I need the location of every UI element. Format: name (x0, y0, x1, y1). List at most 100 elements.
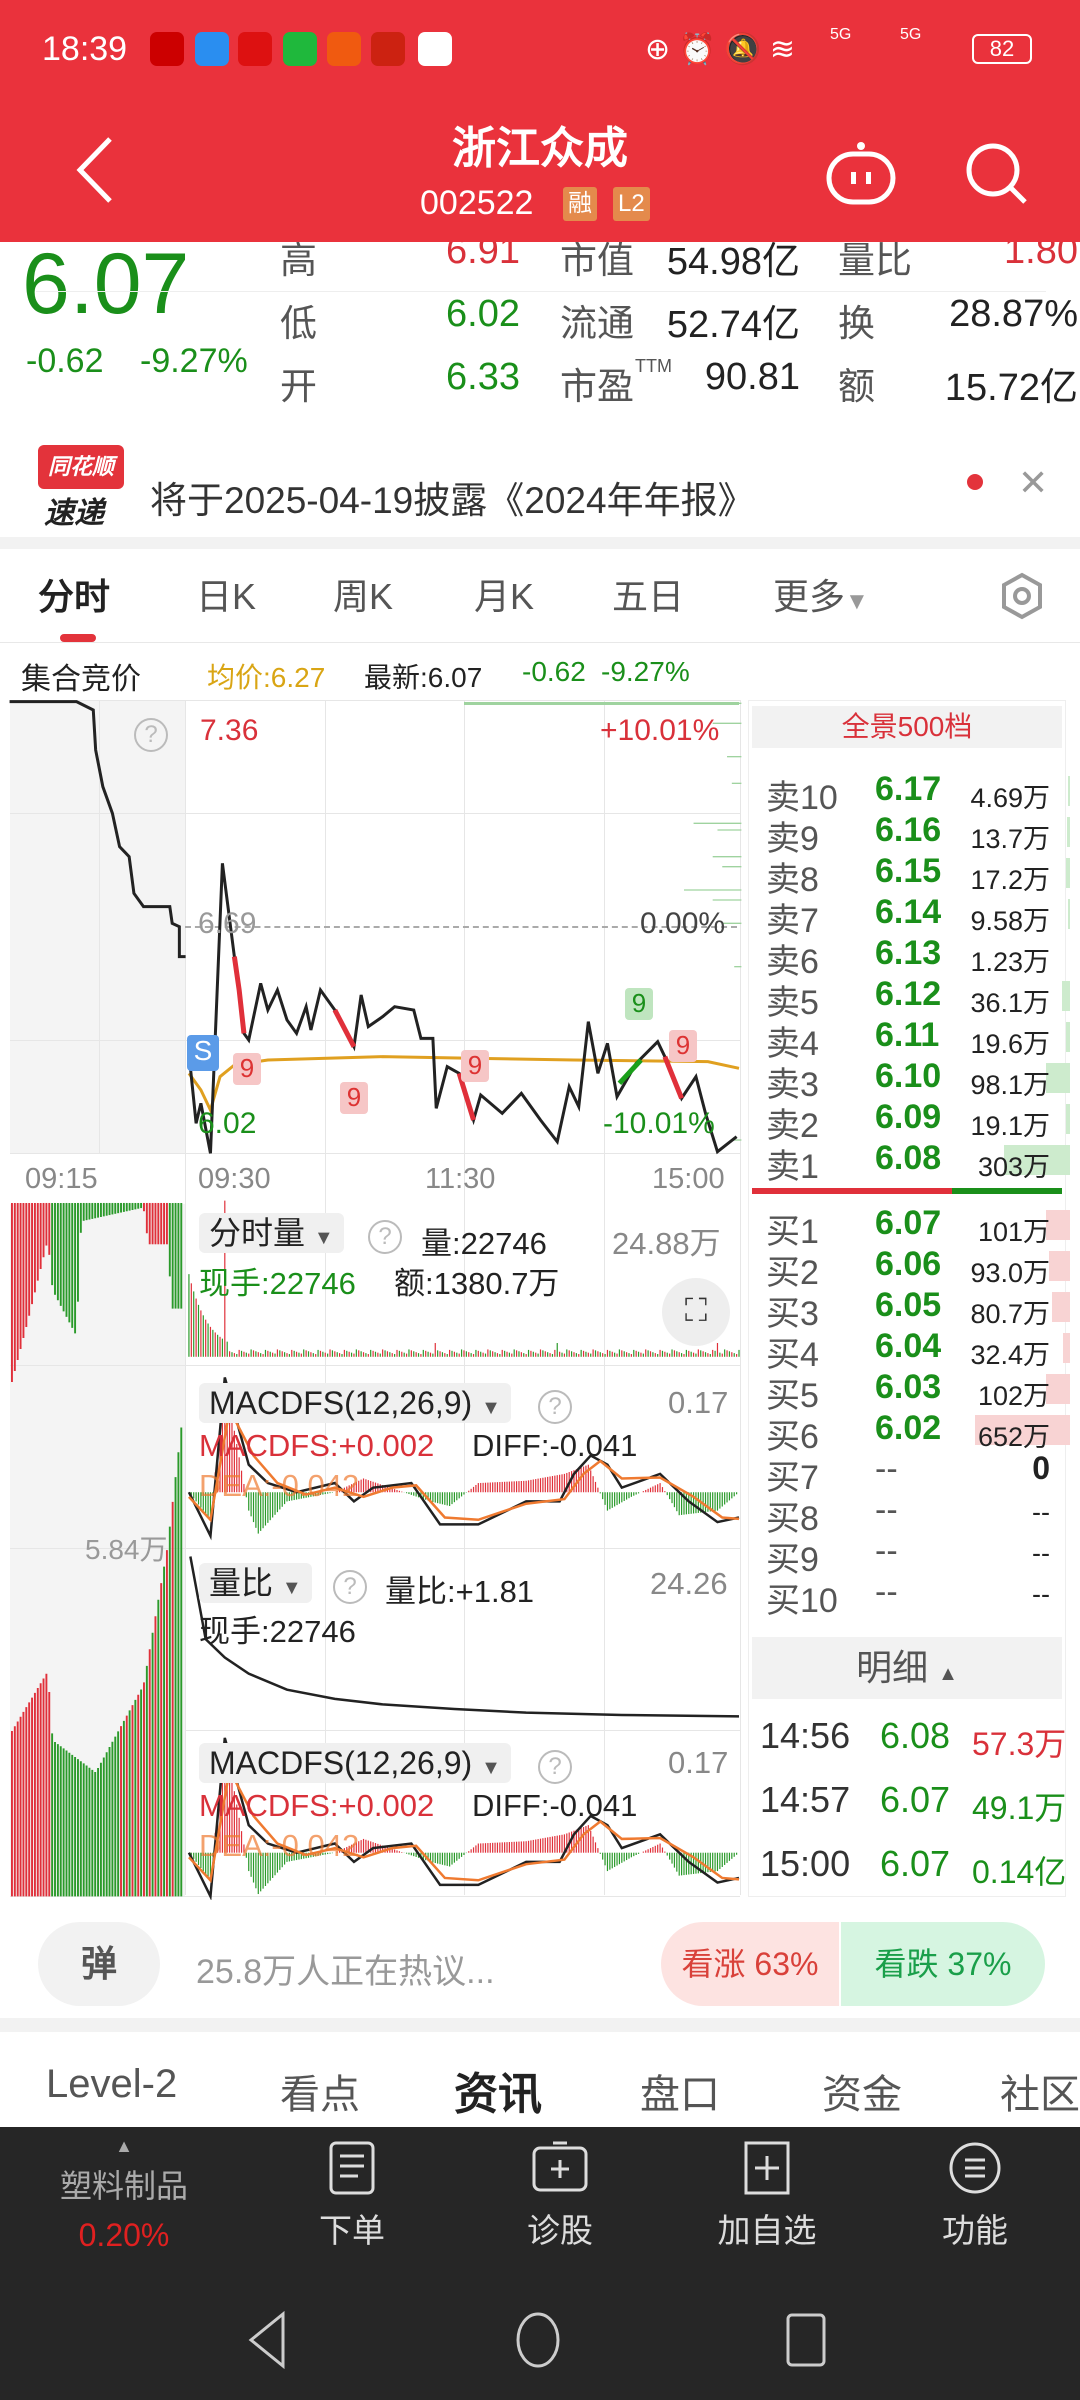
order-book-row[interactable]: 买2 6.06 93.0万 (760, 1245, 1070, 1292)
order-book-row[interactable]: 卖2 6.09 19.1万 (760, 1098, 1070, 1145)
order-book-row[interactable]: 卖6 6.13 1.23万 (760, 934, 1070, 981)
fullscreen-icon[interactable]: ⛶ (662, 1278, 730, 1346)
level2-badge: L2 (613, 187, 650, 221)
order-book-row[interactable]: 卖8 6.15 17.2万 (760, 852, 1070, 899)
order-book-row[interactable]: 卖4 6.11 19.6万 (760, 1016, 1070, 1063)
detail-toggle[interactable]: 明细 ▲ (752, 1637, 1062, 1699)
level-label: 卖1 (766, 1148, 819, 1186)
volume-bar (1046, 1374, 1070, 1404)
nine-marker[interactable]: 9 (340, 1082, 368, 1114)
order-book-row[interactable]: 卖5 6.12 36.1万 (760, 975, 1070, 1022)
order-book-row[interactable]: 买8 -- -- (760, 1491, 1070, 1538)
diagnose-stock-button[interactable]: 诊股 (490, 2140, 630, 2252)
tab-daily-k[interactable]: 日K (196, 576, 257, 617)
stat-value: 54.98亿 (666, 241, 800, 283)
tab-intraday[interactable]: 分时 (38, 576, 111, 617)
app-notification-icon (238, 32, 272, 66)
tab-community[interactable]: 社区 (1000, 2073, 1080, 2117)
signal-segment-green (619, 1060, 641, 1083)
help-icon[interactable]: ? (333, 1570, 367, 1604)
order-book-row[interactable]: 买4 6.04 32.4万 (760, 1327, 1070, 1374)
nine-marker[interactable]: 9 (461, 1050, 489, 1082)
nav-back-icon[interactable] (245, 2310, 290, 2370)
tab-level2[interactable]: Level-2 (46, 2062, 178, 2106)
app-notification-icon (418, 32, 452, 66)
bullish-vote-button[interactable]: 看涨 63% (661, 1922, 839, 2006)
volume-value: 量:22746 (421, 1226, 547, 1261)
nav-recents-icon[interactable] (785, 2312, 827, 2368)
nav-home-icon[interactable] (515, 2310, 561, 2370)
auction-price-line (10, 702, 186, 957)
order-book-row[interactable]: 卖10 6.17 4.69万 (760, 770, 1070, 817)
volume-indicator-select[interactable]: 分时量 ▼ (199, 1213, 344, 1253)
level-volume: 13.7万 (970, 824, 1050, 854)
stat-value: 6.33 (446, 356, 520, 398)
close-notice-icon[interactable]: ✕ (1018, 462, 1049, 503)
tab-highlights[interactable]: 看点 (280, 2073, 360, 2117)
help-icon[interactable]: ? (134, 718, 168, 752)
full-depth-button[interactable]: 全景500档 (752, 706, 1062, 748)
price-change-pct: -9.27% (140, 342, 248, 380)
macdfs-value: MACDFS:+0.002 (199, 1788, 435, 1823)
app-notification-icon (150, 32, 184, 66)
help-icon[interactable]: ? (368, 1220, 402, 1254)
tab-more[interactable]: 更多▼ (773, 568, 869, 620)
order-book-row[interactable]: 买9 -- -- (760, 1532, 1070, 1579)
back-icon[interactable] (72, 135, 116, 205)
sector-name: 塑料制品 (59, 2168, 188, 2204)
order-book-row[interactable]: 买7 -- 0 (760, 1450, 1070, 1497)
level-label: 卖5 (766, 984, 819, 1022)
trade-time: 15:00 (760, 1843, 851, 1884)
avg-price: 均价:6.27 (207, 662, 326, 693)
search-icon[interactable] (963, 140, 1029, 206)
header: 18:39 ⊕ ⏰ 🔕 ≋ 5G 5G 82 浙江众成 002522 融 L2 (0, 0, 1080, 242)
danmu-toggle[interactable]: 弹 (38, 1922, 160, 2006)
help-icon[interactable]: ? (538, 1390, 572, 1424)
tab-weekly-k[interactable]: 周K (333, 576, 394, 617)
tab-order-panel[interactable]: 盘口 (640, 2073, 720, 2117)
current-hand: 现手:22746 (199, 1266, 356, 1301)
tab-capital[interactable]: 资金 (822, 2073, 902, 2117)
level-price: -- (875, 1532, 898, 1570)
level-label: 买10 (766, 1582, 838, 1620)
order-book-row[interactable]: 买10 -- -- (760, 1573, 1070, 1620)
order-book-row[interactable]: 卖9 6.16 13.7万 (760, 811, 1070, 858)
help-icon[interactable]: ? (538, 1750, 572, 1784)
bearish-vote-button[interactable]: 看跌 37% (841, 1922, 1045, 2006)
depth-bars (683, 702, 742, 1141)
order-book-row[interactable]: 卖7 6.14 9.58万 (760, 893, 1070, 940)
place-order-button[interactable]: 下单 (282, 2140, 422, 2252)
level-volume: 93.0万 (970, 1258, 1050, 1288)
tab-monthly-k[interactable]: 月K (474, 576, 535, 617)
macd-indicator-select[interactable]: MACDFS(12,26,9) ▼ (199, 1383, 511, 1423)
indicator-charts[interactable] (0, 1180, 750, 1900)
level-volume: 101万 (977, 1217, 1050, 1247)
level-price: 6.14 (875, 893, 942, 931)
order-book-row[interactable]: 买6 6.02 652万 (760, 1409, 1070, 1456)
discussion-text[interactable]: 25.8万人正在热议... (196, 1953, 495, 1991)
order-book-row[interactable]: 买1 6.07 101万 (760, 1204, 1070, 1251)
order-book-row[interactable]: 卖1 6.08 303万 (760, 1139, 1070, 1186)
time-label: 09:30 (198, 1163, 271, 1195)
sector-button[interactable]: ▲ 塑料制品 0.20% (54, 2136, 194, 2254)
stat-sup: TTM (635, 356, 672, 376)
nine-marker[interactable]: 9 (625, 988, 653, 1020)
add-watchlist-button[interactable]: 加自选 (697, 2140, 837, 2252)
tab-five-day[interactable]: 五日 (612, 576, 685, 617)
order-book-row[interactable]: 卖3 6.10 98.1万 (760, 1057, 1070, 1104)
ratio-indicator-select[interactable]: 量比 ▼ (199, 1563, 312, 1603)
notice-text[interactable]: 将于2025-04-19披露《2024年年报》 (150, 480, 755, 521)
functions-button[interactable]: 功能 (905, 2140, 1045, 2252)
nine-marker[interactable]: 9 (233, 1053, 261, 1085)
tab-news[interactable]: 资讯 (454, 2070, 542, 2119)
order-book-row[interactable]: 买3 6.05 80.7万 (760, 1286, 1070, 1333)
nine-marker[interactable]: 9 (669, 1030, 697, 1062)
chart-settings-icon[interactable] (998, 572, 1046, 620)
order-book-row[interactable]: 买5 6.03 102万 (760, 1368, 1070, 1415)
macd-indicator-select-2[interactable]: MACDFS(12,26,9) ▼ (199, 1743, 511, 1783)
section-separator (0, 537, 1080, 549)
robot-assistant-icon[interactable] (825, 140, 897, 206)
low-price-label: 6.02 (198, 1107, 257, 1140)
s-marker[interactable]: S (187, 1035, 219, 1071)
diagnose-icon (532, 2141, 588, 2192)
